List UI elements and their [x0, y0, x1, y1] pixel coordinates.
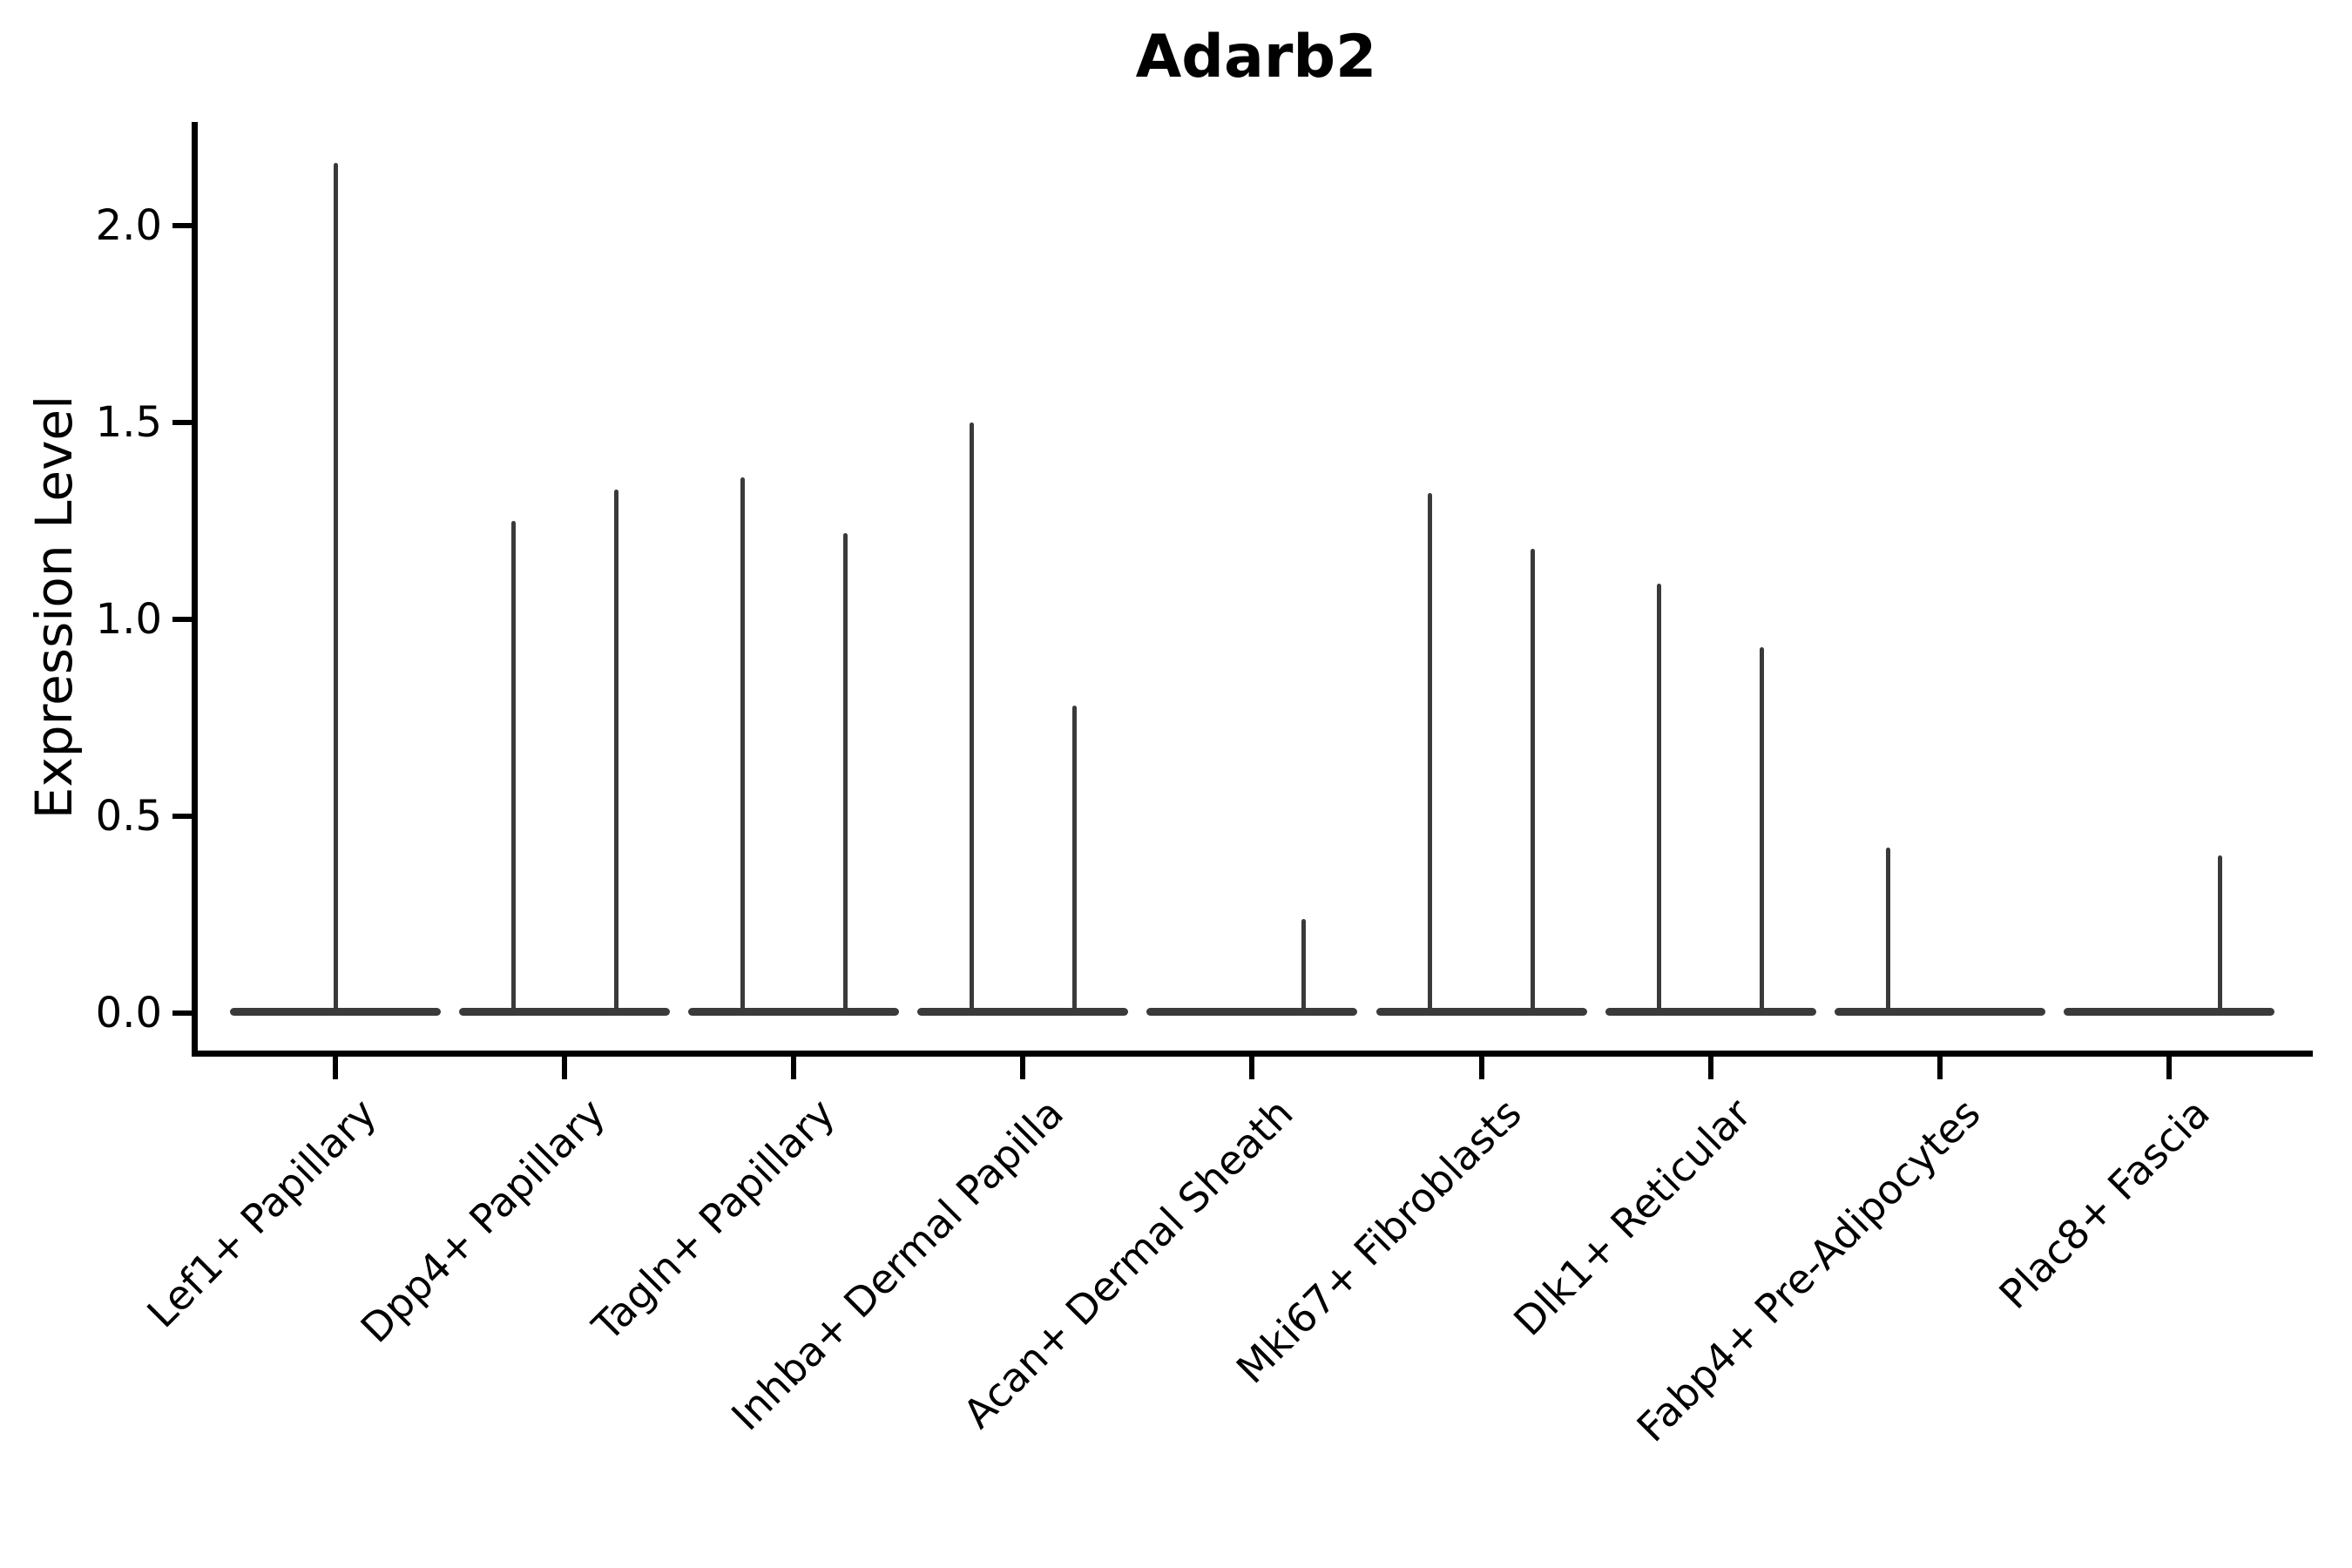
x-tick-mark: [1478, 1057, 1484, 1079]
y-tick-label: 2.0: [95, 201, 162, 250]
violin-spike-right: [842, 532, 848, 1015]
x-tick-label: Dlk1+ Reticular: [1504, 1089, 1761, 1345]
y-tick-label: 1.5: [95, 398, 162, 447]
violin-spike-right: [2218, 855, 2223, 1015]
violin-base: [1375, 1008, 1587, 1016]
violin-spike-right: [1531, 548, 1535, 1015]
violin-spike-left: [1657, 584, 1662, 1015]
x-tick-mark: [1020, 1057, 1026, 1079]
x-axis-line: [192, 1051, 2313, 1057]
violin-spike-left: [969, 422, 974, 1015]
violin-base: [917, 1008, 1129, 1016]
y-tick-mark: [172, 814, 194, 819]
y-tick-label: 0.0: [95, 989, 162, 1037]
y-tick-mark: [172, 223, 194, 228]
violin-base: [459, 1008, 671, 1016]
violin-base: [2063, 1008, 2274, 1016]
violin-base: [1834, 1008, 2045, 1016]
x-tick-mark: [2166, 1057, 2172, 1079]
y-tick-label: 1.0: [95, 595, 162, 644]
x-tick-mark: [1936, 1057, 1943, 1079]
violin-base: [1605, 1008, 1816, 1016]
violin-base: [1146, 1008, 1358, 1016]
violin-spike-left: [740, 477, 745, 1015]
violin-spike-center: [333, 162, 338, 1015]
x-tick-mark: [791, 1057, 797, 1079]
violin-spike-right: [1760, 646, 1765, 1015]
violin-spike-right: [1301, 918, 1306, 1015]
x-tick-mark: [1249, 1057, 1255, 1079]
y-tick-mark: [172, 617, 194, 622]
y-tick-label: 0.5: [95, 792, 162, 841]
x-tick-label: Tagln+ Papillary: [583, 1089, 843, 1350]
x-tick-mark: [333, 1057, 338, 1079]
violin-spike-left: [510, 521, 516, 1015]
violin-spike-left: [1428, 493, 1432, 1015]
y-tick-mark: [172, 420, 194, 425]
violin-spike-right: [1071, 706, 1077, 1015]
chart-title: Adarb2: [1135, 23, 1377, 91]
x-tick-label: Plac8+ Fascia: [1990, 1089, 2219, 1318]
x-tick-label: Dpp4+ Papillary: [351, 1089, 614, 1352]
x-tick-mark: [562, 1057, 568, 1079]
violin-spike-right: [613, 489, 618, 1015]
y-tick-mark: [172, 1010, 194, 1016]
violin-base: [688, 1008, 900, 1016]
y-axis-line: [192, 122, 198, 1057]
violin-spike-left: [1886, 848, 1891, 1015]
x-tick-label: Lef1+ Papillary: [137, 1089, 385, 1337]
x-tick-mark: [1707, 1057, 1713, 1079]
